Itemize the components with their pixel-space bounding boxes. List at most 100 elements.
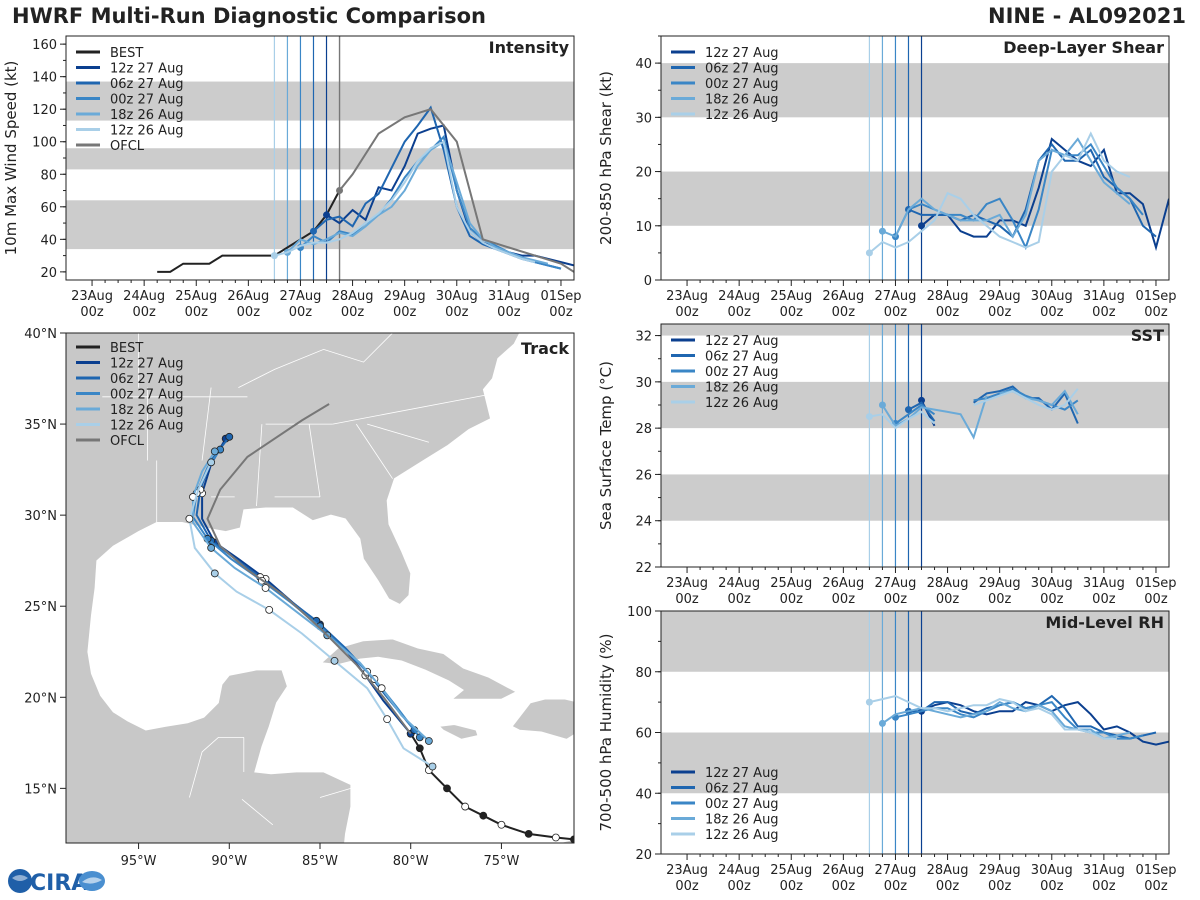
sst-ylabel: Sea Surface Temp (°C) [597,361,615,530]
legend-label: 18z 26 Aug [110,108,184,123]
y-tick-label: 120 [32,103,57,118]
legend-label: 12z 26 Aug [705,396,779,411]
border-line [367,423,430,443]
x-tick-label: 24Aug 00z [718,289,760,320]
shear-panel: 0 10 20 30 40 23Aug 00z 24Aug 00z 25Aug 00z 26Aug 00… [597,35,1176,320]
x-tick-label: 28Aug 00z [927,863,969,894]
sst-init-point [878,401,886,409]
x-tick-label: 23Aug 00z [666,289,708,320]
border-line [355,423,393,479]
sst-init-point [918,396,926,404]
legend-label: 00z 27 Aug [110,388,184,403]
sst-series-12z-26-aug [869,410,936,430]
border-line [256,424,263,507]
track-point [261,584,270,592]
lon-tick-label: 90°W [211,854,247,869]
x-tick-label: 23Aug 00z [666,576,708,607]
shear-ylabel: 200-850 hPa Shear (kt) [597,71,615,245]
y-tick-label: 140 [32,71,57,86]
legend-label: 06z 27 Aug [110,77,184,92]
sst-frame [660,323,1170,568]
y-tick-label: 80 [40,168,57,183]
intensity-title: Intensity [489,38,570,57]
south-america-land [557,838,574,843]
rh-init-point [865,698,873,706]
x-tick-label: 25Aug 00z [770,863,812,894]
rh-band-0 [661,732,1169,794]
x-tick-label: 26Aug 00z [822,289,864,320]
legend-label: 00z 27 Aug [110,93,184,108]
border-line [319,788,351,798]
rh-band-1 [661,611,1169,672]
sst-series-00z-27-aug [973,387,1079,411]
x-tick-label: 24Aug 00z [718,576,760,607]
y-tick-label: 30 [635,111,652,126]
y-tick-label: 40 [40,233,57,248]
lat-tick-label: 35°N [24,418,57,433]
shear-frame [660,35,1170,281]
lat-tick-label: 40°N [24,327,57,342]
x-tick-label: 27Aug 00z [874,289,916,320]
shear-title: Deep-Layer Shear [1003,38,1164,57]
legend-label: 18z 26 Aug [705,813,779,828]
legend-label: 00z 27 Aug [705,365,779,380]
rh-series-06z-27-aug [908,694,1157,740]
x-tick-label: 29Aug 00z [979,289,1021,320]
track-point [570,835,574,843]
sst-series-00z-27-aug [894,403,936,425]
track-point [207,458,216,467]
legend-label: BEST [110,46,143,61]
legend-label: 12z 26 Aug [110,124,184,139]
border-line [308,424,321,497]
track-point [225,432,234,441]
lat-tick-label: 25°N [24,600,57,615]
legend-label: 12z 26 Aug [110,419,184,434]
track-point [443,784,451,793]
track-point [524,829,533,838]
x-tick-label: 29Aug 00z [384,289,426,320]
lon-tick-label: 75°W [483,854,519,869]
intensity-ylabel: 10m Max Wind Speed (kt) [2,61,20,256]
x-tick-label: 25Aug 00z [770,289,812,320]
x-tick-label: 27Aug 00z [874,576,916,607]
lon-tick-label: 95°W [121,854,157,869]
x-tick-label: 31Aug 00z [1083,289,1125,320]
legend-label: 06z 27 Aug [110,372,184,387]
legend-label: 12z 27 Aug [110,357,184,372]
legend-label: 18z 26 Aug [110,403,184,418]
x-tick-label: 26Aug 00z [227,289,269,320]
intensity-series-12z-26-aug [274,140,536,264]
track-point [330,656,339,665]
legend-label: 12z 27 Aug [705,766,779,781]
shear-band-0 [661,171,1169,226]
y-tick-label: 10 [635,220,652,235]
track-point [497,820,506,829]
rh-title: Mid-Level RH [1045,613,1164,632]
track-point [415,744,424,753]
x-tick-label: 25Aug 00z [770,576,812,607]
shear-series-12z-26-aug [868,131,1131,254]
y-tick-label: 30 [635,376,652,391]
x-tick-label: 01Sep 00z [1135,576,1176,607]
legend-label: 06z 27 Aug [705,350,779,365]
shear-series-18z-26-aug [882,137,1131,239]
x-tick-label: 25Aug 00z [175,289,217,320]
lon-tick-label: 80°W [393,854,429,869]
lat-tick-label: 15°N [24,782,57,797]
y-tick-label: 80 [635,666,652,681]
y-tick-label: 0 [644,274,652,289]
shear-init-point [865,249,873,257]
track-point [461,802,470,811]
jamaica-land [438,724,479,740]
track-point [479,811,488,820]
track-point [424,737,433,745]
legend-label: 18z 26 Aug [705,93,779,108]
rh-ylabel: 700-500 hPa Humidity (%) [597,633,615,831]
intensity-init-point [336,187,344,195]
x-tick-label: 26Aug 00z [822,863,864,894]
y-tick-label: 60 [40,201,57,216]
sst-init-point [865,413,873,421]
